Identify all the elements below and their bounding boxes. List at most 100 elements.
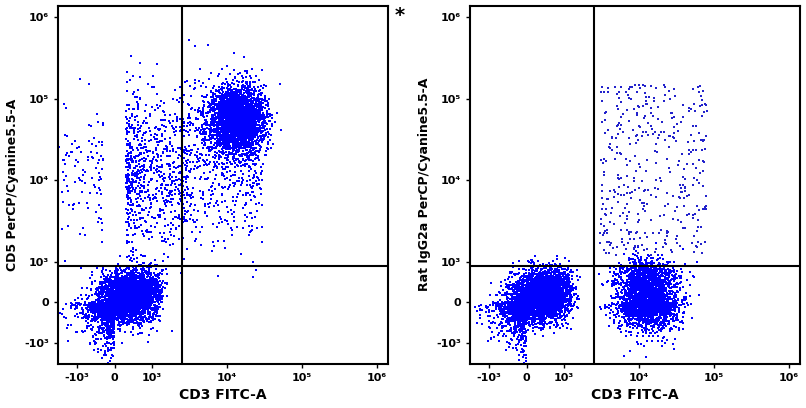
Point bbox=[125, 293, 138, 299]
Point bbox=[551, 279, 564, 285]
Point bbox=[641, 316, 654, 323]
Point bbox=[98, 300, 111, 307]
Point bbox=[628, 177, 641, 184]
Point bbox=[517, 325, 530, 331]
Point bbox=[121, 206, 134, 213]
Point bbox=[629, 297, 642, 304]
Point bbox=[122, 286, 135, 292]
Point bbox=[637, 129, 650, 135]
Point bbox=[526, 308, 539, 314]
Point bbox=[244, 122, 257, 128]
Point bbox=[555, 286, 567, 292]
Point bbox=[160, 144, 173, 150]
Point bbox=[140, 295, 153, 302]
Point bbox=[650, 317, 663, 324]
Point bbox=[226, 109, 239, 115]
Point bbox=[149, 277, 162, 284]
Point bbox=[527, 260, 540, 266]
Point bbox=[634, 267, 647, 274]
Point bbox=[240, 114, 253, 120]
Point bbox=[620, 318, 633, 325]
Point bbox=[642, 333, 655, 339]
Point bbox=[202, 98, 214, 105]
Point bbox=[650, 246, 663, 253]
Point bbox=[228, 86, 241, 93]
Point bbox=[145, 137, 158, 143]
Point bbox=[246, 108, 259, 115]
Point bbox=[513, 286, 526, 292]
Point bbox=[102, 301, 115, 308]
Point bbox=[519, 337, 532, 344]
Point bbox=[628, 302, 641, 309]
Point bbox=[557, 282, 570, 288]
Point bbox=[654, 301, 667, 307]
Point bbox=[603, 144, 616, 151]
Point bbox=[517, 299, 530, 305]
Point bbox=[219, 133, 232, 140]
Point bbox=[147, 149, 160, 155]
Point bbox=[99, 293, 112, 299]
Point bbox=[126, 313, 139, 319]
Point bbox=[670, 270, 683, 277]
Point bbox=[110, 265, 123, 271]
Point bbox=[517, 348, 530, 355]
Point bbox=[633, 276, 646, 283]
Point bbox=[144, 318, 157, 324]
Point bbox=[124, 310, 137, 317]
Point bbox=[687, 215, 700, 221]
Point bbox=[132, 306, 145, 313]
Point bbox=[648, 303, 661, 309]
Point bbox=[646, 303, 659, 309]
Point bbox=[242, 110, 255, 116]
Point bbox=[114, 309, 127, 315]
Point bbox=[143, 292, 156, 299]
Point bbox=[671, 313, 683, 319]
Point bbox=[137, 293, 150, 299]
Point bbox=[533, 285, 546, 291]
Point bbox=[218, 173, 231, 180]
Point bbox=[537, 295, 550, 302]
Point bbox=[659, 301, 671, 307]
Point bbox=[513, 303, 526, 310]
Point bbox=[113, 296, 126, 302]
Point bbox=[128, 277, 141, 284]
Point bbox=[117, 313, 130, 319]
Point bbox=[531, 284, 544, 290]
Point bbox=[137, 182, 150, 189]
Point bbox=[541, 321, 554, 328]
Point bbox=[81, 313, 93, 319]
Point bbox=[143, 295, 156, 302]
Point bbox=[604, 218, 617, 225]
Point bbox=[626, 279, 639, 286]
Point bbox=[118, 309, 131, 316]
Point bbox=[258, 105, 271, 112]
Point bbox=[494, 300, 507, 307]
Point bbox=[230, 129, 243, 135]
Point bbox=[222, 96, 235, 103]
Point bbox=[226, 129, 239, 135]
Point bbox=[647, 305, 660, 311]
Point bbox=[623, 95, 636, 101]
Point bbox=[235, 137, 247, 144]
Point bbox=[230, 106, 243, 113]
Point bbox=[657, 296, 670, 302]
Point bbox=[550, 295, 563, 301]
Point bbox=[86, 304, 99, 310]
Point bbox=[653, 305, 666, 311]
Point bbox=[563, 277, 575, 284]
Point bbox=[611, 306, 624, 312]
Point bbox=[622, 315, 635, 322]
Point bbox=[669, 284, 682, 291]
Point bbox=[226, 129, 239, 135]
Point bbox=[110, 312, 123, 318]
Point bbox=[627, 284, 640, 290]
Point bbox=[242, 113, 255, 120]
Point bbox=[511, 299, 524, 305]
Point bbox=[100, 286, 113, 293]
Point bbox=[647, 230, 660, 236]
Point bbox=[637, 319, 650, 326]
Point bbox=[527, 303, 540, 309]
Point bbox=[637, 274, 650, 280]
Point bbox=[558, 277, 571, 284]
Point bbox=[180, 166, 193, 173]
